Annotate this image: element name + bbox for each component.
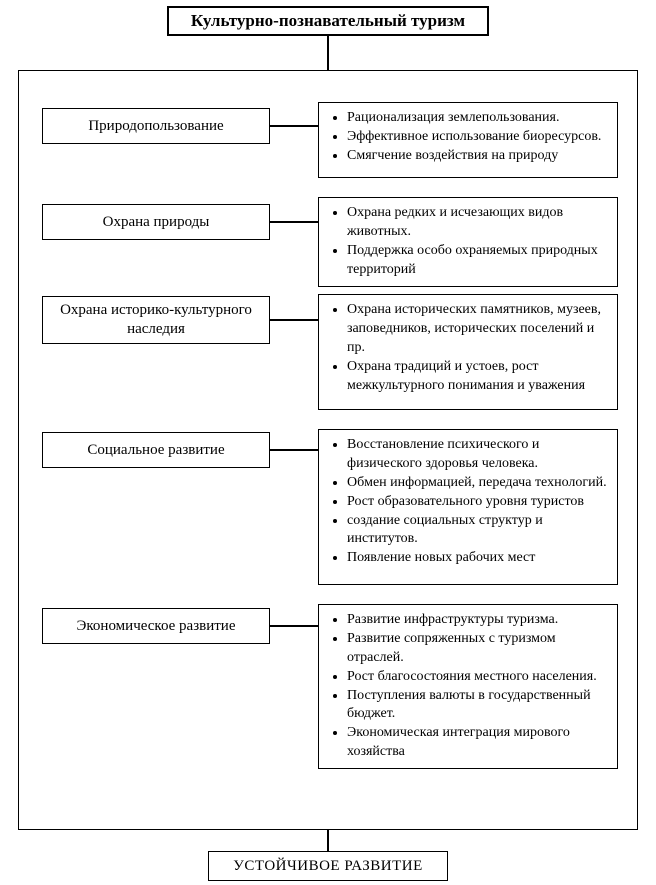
category-box-3: Социальное развитие	[42, 432, 270, 468]
details-box-2: Охрана исторических памятников, музеев, …	[318, 294, 618, 410]
list-item: создание социальных структур и институто…	[347, 512, 607, 550]
footer-text: УСТОЙЧИВОЕ РАЗВИТИЕ	[233, 858, 422, 875]
category-label: Охрана историко-культурного наследия	[51, 301, 261, 339]
list-item: Рационализация землепользования.	[347, 109, 607, 128]
list-item: Поступления валюты в государственный бюд…	[347, 687, 607, 725]
details-list: Охрана редких и исчезающих видов животны…	[329, 204, 607, 280]
details-box-3: Восстановление психического и физическог…	[318, 429, 618, 585]
list-item: Обмен информацией, передача технологий.	[347, 474, 607, 493]
list-item: Развитие инфраструктуры туризма.	[347, 611, 607, 630]
category-label: Экономическое развитие	[77, 617, 236, 636]
list-item: Поддержка особо охраняемых природных тер…	[347, 242, 607, 280]
title-text: Культурно-познавательный туризм	[191, 11, 465, 31]
diagram-canvas: Культурно-познавательный туризм Природоп…	[0, 0, 656, 885]
connector-row-3	[270, 449, 318, 451]
category-box-4: Экономическое развитие	[42, 608, 270, 644]
connector-top	[327, 36, 329, 70]
list-item: Охрана традиций и устоев, рост межкульту…	[347, 358, 607, 396]
details-list: Развитие инфраструктуры туризма.Развитие…	[329, 611, 607, 762]
list-item: Эффективное использование биоресурсов.	[347, 128, 607, 147]
list-item: Рост благосостояния местного населения.	[347, 668, 607, 687]
category-box-2: Охрана историко-культурного наследия	[42, 296, 270, 344]
details-list: Рационализация землепользования.Эффектив…	[329, 109, 607, 166]
details-list: Охрана исторических памятников, музеев, …	[329, 301, 607, 395]
list-item: Развитие сопряженных с туризмом отраслей…	[347, 630, 607, 668]
list-item: Охрана редких и исчезающих видов животны…	[347, 204, 607, 242]
connector-row-4	[270, 625, 318, 627]
connector-bottom	[327, 830, 329, 852]
category-label: Социальное развитие	[87, 441, 224, 460]
connector-row-2	[270, 319, 318, 321]
list-item: Восстановление психического и физическог…	[347, 436, 607, 474]
category-label: Природопользование	[88, 117, 223, 136]
category-label: Охрана природы	[103, 213, 210, 232]
details-box-4: Развитие инфраструктуры туризма.Развитие…	[318, 604, 618, 769]
category-box-0: Природопользование	[42, 108, 270, 144]
details-list: Восстановление психического и физическог…	[329, 436, 607, 568]
connector-row-0	[270, 125, 318, 127]
connector-row-1	[270, 221, 318, 223]
category-box-1: Охрана природы	[42, 204, 270, 240]
list-item: Рост образовательного уровня туристов	[347, 493, 607, 512]
details-box-0: Рационализация землепользования.Эффектив…	[318, 102, 618, 178]
title-box: Культурно-познавательный туризм	[167, 6, 489, 36]
list-item: Появление новых рабочих мест	[347, 549, 607, 568]
list-item: Охрана исторических памятников, музеев, …	[347, 301, 607, 358]
list-item: Смягчение воздействия на природу	[347, 147, 607, 166]
footer-box: УСТОЙЧИВОЕ РАЗВИТИЕ	[208, 851, 448, 881]
list-item: Экономическая интеграция мирового хозяйс…	[347, 724, 607, 762]
details-box-1: Охрана редких и исчезающих видов животны…	[318, 197, 618, 287]
